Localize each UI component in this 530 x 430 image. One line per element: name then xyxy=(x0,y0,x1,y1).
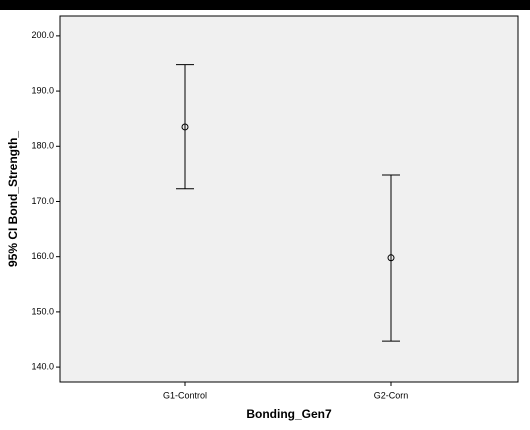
plot-area xyxy=(59,15,519,383)
y-axis-title: 95% CI Bond_Strength_ xyxy=(6,131,20,267)
x-axis-title: Bonding_Gen7 xyxy=(246,407,332,421)
mean-point xyxy=(387,254,395,262)
y-tick-label: 190.0 xyxy=(31,85,54,95)
y-tick-label: 180.0 xyxy=(31,141,54,151)
x-tick-label: G2-Corn xyxy=(374,390,409,400)
x-tick-label: G1-Control xyxy=(163,390,207,400)
y-tick-label: 150.0 xyxy=(31,306,54,316)
y-tick-label: 170.0 xyxy=(31,196,54,206)
y-tick-label: 160.0 xyxy=(31,251,54,261)
y-tick-label: 140.0 xyxy=(31,361,54,371)
mean-point xyxy=(181,123,189,131)
top-bar xyxy=(0,0,530,10)
y-tick-label: 200.0 xyxy=(31,30,54,40)
